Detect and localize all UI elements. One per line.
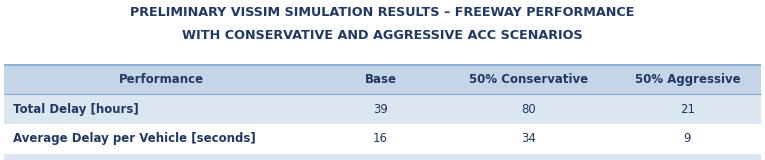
- Text: Performance: Performance: [119, 73, 203, 86]
- Text: Base: Base: [365, 73, 396, 86]
- Bar: [4, 65, 761, 94]
- Text: 34: 34: [521, 132, 536, 145]
- Bar: [4, 94, 761, 124]
- Text: 9: 9: [684, 132, 691, 145]
- Bar: [4, 154, 761, 160]
- Text: WITH CONSERVATIVE AND AGGRESSIVE ACC SCENARIOS: WITH CONSERVATIVE AND AGGRESSIVE ACC SCE…: [182, 29, 583, 42]
- Text: 50% Aggressive: 50% Aggressive: [634, 73, 741, 86]
- Text: PRELIMINARY VISSIM SIMULATION RESULTS – FREEWAY PERFORMANCE: PRELIMINARY VISSIM SIMULATION RESULTS – …: [130, 6, 635, 19]
- Bar: [4, 124, 761, 154]
- Text: 80: 80: [521, 103, 536, 116]
- Text: Total Delay [hours]: Total Delay [hours]: [13, 103, 138, 116]
- Text: 16: 16: [373, 132, 388, 145]
- Text: Average Delay per Vehicle [seconds]: Average Delay per Vehicle [seconds]: [13, 132, 256, 145]
- Text: 50% Conservative: 50% Conservative: [469, 73, 588, 86]
- Text: 39: 39: [373, 103, 388, 116]
- Text: 21: 21: [680, 103, 695, 116]
